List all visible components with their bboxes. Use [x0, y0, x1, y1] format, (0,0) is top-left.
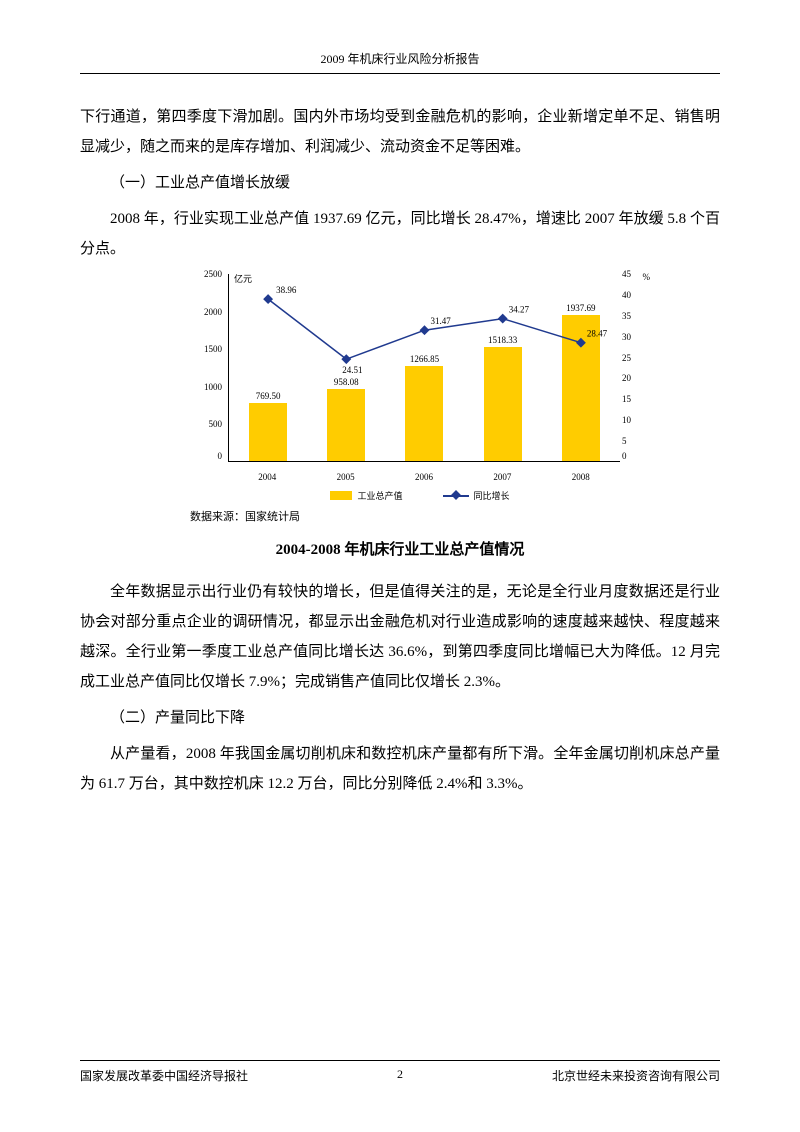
paragraph-1: 下行通道，第四季度下滑加剧。国内外市场均受到金融危机的影响，企业新增定单不足、销… — [80, 102, 720, 162]
legend-swatch-icon — [330, 491, 352, 500]
line-value-label: 24.51 — [342, 365, 362, 375]
footer-left: 国家发展改革委中国经济导报社 — [80, 1067, 248, 1084]
footer-page-number: 2 — [397, 1067, 403, 1082]
line-value-label: 28.47 — [587, 329, 608, 339]
data-source: 数据来源：国家统计局 — [190, 508, 720, 524]
legend-item-bar: 工业总产值 — [330, 489, 402, 502]
footer-right: 北京世经未来投资咨询有限公司 — [552, 1067, 720, 1084]
page-header: 2009 年机床行业风险分析报告 — [80, 50, 720, 74]
chart-container: 亿元 % 0 500 1000 1500 2000 2500 0 5 10 15… — [190, 274, 650, 504]
line-value-label: 31.47 — [431, 316, 452, 326]
line-marker — [498, 314, 508, 324]
paragraph-2: 2008 年，行业实现工业总产值 1937.69 亿元，同比增长 28.47%，… — [80, 204, 720, 264]
line-layer: 38.96 24.51 31.47 34.27 28.47 — [229, 274, 620, 461]
legend-line-icon — [443, 490, 469, 500]
chart-legend: 工业总产值 同比增长 — [190, 486, 650, 504]
page-footer: 国家发展改革委中国经济导报社 2 北京世经未来投资咨询有限公司 — [80, 1060, 720, 1084]
chart-plot-area: 769.50958.081266.851518.331937.69 38.962… — [228, 274, 620, 462]
y1-ticks: 0 500 1000 1500 2000 2500 — [190, 274, 224, 462]
line-marker — [420, 325, 430, 335]
line-value-label: 38.96 — [276, 285, 297, 295]
y2-ticks: 0 5 10 15 20 25 30 35 40 45 — [620, 274, 654, 462]
section-title-2: （二）产量同比下降 — [80, 703, 720, 733]
paragraph-3: 全年数据显示出行业仍有较快的增长，但是值得关注的是，无论是全行业月度数据还是行业… — [80, 577, 720, 697]
header-title: 2009 年机床行业风险分析报告 — [320, 52, 479, 66]
section-title-1: （一）工业总产值增长放缓 — [80, 168, 720, 198]
line-value-label: 34.27 — [509, 305, 530, 315]
chart-title: 2004-2008 年机床行业工业总产值情况 — [80, 538, 720, 559]
x-axis-labels: 2004 2005 2006 2007 2008 — [228, 472, 620, 482]
line-marker — [576, 338, 586, 348]
paragraph-4: 从产量看，2008 年我国金属切削机床和数控机床产量都有所下滑。全年金属切削机床… — [80, 739, 720, 799]
legend-item-line: 同比增长 — [443, 489, 510, 502]
